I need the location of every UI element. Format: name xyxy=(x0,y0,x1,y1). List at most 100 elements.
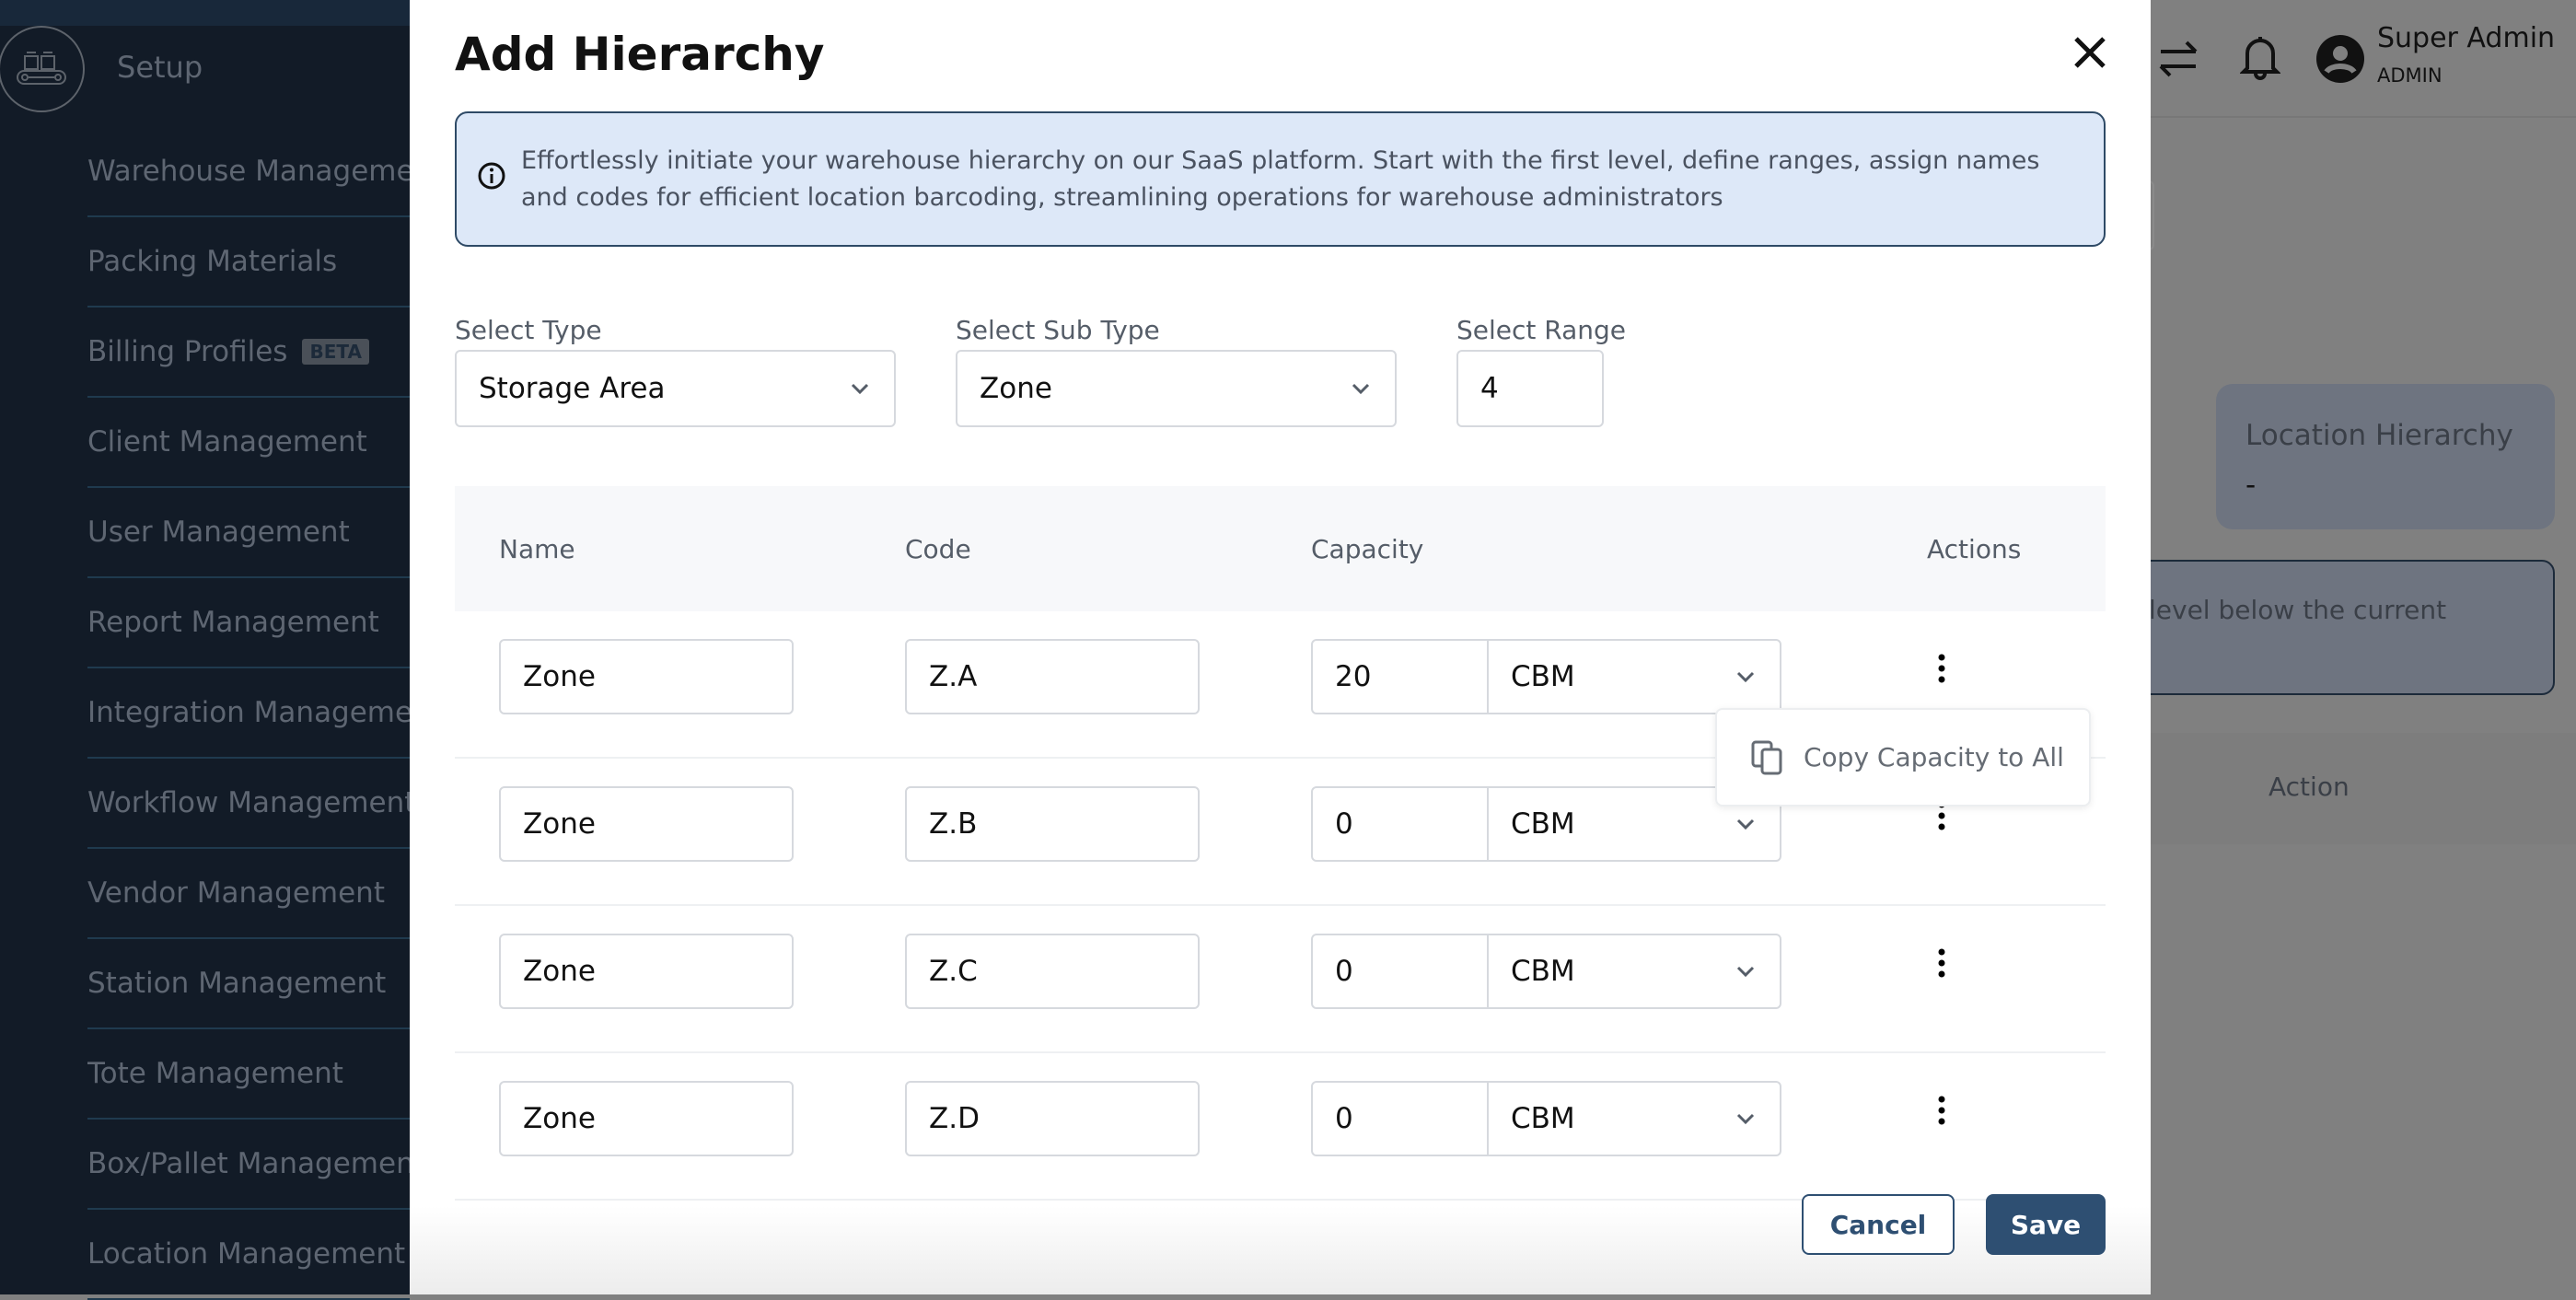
sidebar-item[interactable]: Packing Materials xyxy=(87,217,410,308)
conveyor-icon xyxy=(0,26,85,112)
sidebar-item[interactable]: Tote Management xyxy=(87,1029,410,1120)
sidebar-item[interactable]: Client Management xyxy=(87,398,410,488)
user-role: ADMIN xyxy=(2377,64,2443,87)
chevron-down-icon xyxy=(1352,383,1370,395)
add-hierarchy-modal: Add Hierarchy Effortlessly initiate your… xyxy=(410,0,2151,1294)
bell-icon[interactable] xyxy=(2240,33,2280,81)
sidebar-item-label: Workflow Management xyxy=(87,786,410,819)
unit-value: CBM xyxy=(1511,1102,1575,1135)
sidebar-item[interactable]: Location Management xyxy=(87,1210,410,1300)
header-capacity: Capacity xyxy=(1311,534,1424,564)
sidebar-item-label: Report Management xyxy=(87,606,379,639)
user-name[interactable]: Super Admin xyxy=(2377,22,2556,54)
header-code: Code xyxy=(905,534,971,564)
sidebar-item-label: Box/Pallet Management xyxy=(87,1147,410,1180)
swap-icon[interactable] xyxy=(2155,39,2201,79)
location-hierarchy-card: Location Hierarchy - xyxy=(2216,384,2555,529)
select-sub-type-label: Select Sub Type xyxy=(956,315,1160,345)
code-value: Z.C xyxy=(929,955,978,988)
sidebar: Setup Warehouse Management Packing Materi… xyxy=(0,0,410,1300)
select-type-value: Storage Area xyxy=(479,372,666,405)
sidebar-item[interactable]: User Management xyxy=(87,488,410,578)
background-action-header: Action xyxy=(2269,772,2350,802)
background-info-text: level below the current xyxy=(2149,595,2447,625)
chevron-down-icon xyxy=(1736,818,1755,830)
sidebar-item-label: Packing Materials xyxy=(87,245,338,278)
capacity-value: 0 xyxy=(1335,955,1353,988)
name-input[interactable]: Zone xyxy=(499,934,794,1009)
chevron-down-icon xyxy=(1736,1113,1755,1125)
sidebar-item-label: Vendor Management xyxy=(87,876,385,910)
header-name: Name xyxy=(499,534,575,564)
capacity-input[interactable]: 0 xyxy=(1311,786,1489,862)
unit-value: CBM xyxy=(1511,955,1575,988)
chevron-down-icon xyxy=(851,383,869,395)
sidebar-top-strip xyxy=(0,0,410,26)
close-icon[interactable] xyxy=(2067,29,2113,75)
capacity-input[interactable]: 20 xyxy=(1311,639,1489,714)
more-actions-icon[interactable] xyxy=(1932,652,1951,689)
sidebar-item-label: Station Management xyxy=(87,967,387,1000)
background-info-box: level below the current xyxy=(2118,560,2555,695)
select-type-label: Select Type xyxy=(455,315,602,345)
code-input[interactable]: Z.B xyxy=(905,786,1200,862)
chevron-down-icon xyxy=(1736,671,1755,683)
code-value: Z.B xyxy=(929,807,978,841)
capacity-input[interactable]: 0 xyxy=(1311,934,1489,1009)
actions-popup-menu: Copy Capacity to All xyxy=(1715,708,2091,807)
sidebar-item-label: User Management xyxy=(87,516,350,549)
code-input[interactable]: Z.D xyxy=(905,1081,1200,1156)
cancel-button[interactable]: Cancel xyxy=(1802,1194,1955,1255)
sidebar-item[interactable]: Station Management xyxy=(87,939,410,1029)
more-actions-icon[interactable] xyxy=(1932,946,1951,983)
capacity-value: 0 xyxy=(1335,807,1353,841)
chevron-down-icon xyxy=(1736,966,1755,978)
select-type-dropdown[interactable]: Storage Area xyxy=(455,350,896,427)
sidebar-item-label: Warehouse Management xyxy=(87,155,410,188)
sidebar-item[interactable]: Vendor Management xyxy=(87,849,410,939)
name-value: Zone xyxy=(523,955,596,988)
code-input[interactable]: Z.A xyxy=(905,639,1200,714)
more-actions-icon[interactable] xyxy=(1932,1094,1951,1131)
name-value: Zone xyxy=(523,807,596,841)
copy-icon xyxy=(1751,740,1782,774)
sidebar-item[interactable]: Integration Management xyxy=(87,668,410,759)
name-value: Zone xyxy=(523,1102,596,1135)
sidebar-item-label: Location Management xyxy=(87,1237,406,1271)
name-input[interactable]: Zone xyxy=(499,639,794,714)
sidebar-item-label: Client Management xyxy=(87,425,367,458)
background-table-header: Action xyxy=(2118,733,2576,844)
sidebar-item[interactable]: Box/Pallet Management xyxy=(87,1120,410,1210)
card-title: Location Hierarchy xyxy=(2245,419,2513,452)
sidebar-item[interactable]: Billing Profiles BETA xyxy=(87,308,410,398)
beta-badge: BETA xyxy=(302,339,369,365)
select-range-value: 4 xyxy=(1480,372,1499,405)
sidebar-item[interactable]: Warehouse Management xyxy=(87,127,410,217)
table-row: Zone Z.C 0 CBM xyxy=(455,906,2106,1053)
header-actions: Actions xyxy=(1927,534,2022,564)
name-input[interactable]: Zone xyxy=(499,786,794,862)
save-button[interactable]: Save xyxy=(1986,1194,2106,1255)
unit-dropdown[interactable]: CBM xyxy=(1487,934,1781,1009)
capacity-value: 20 xyxy=(1335,660,1372,693)
name-input[interactable]: Zone xyxy=(499,1081,794,1156)
sidebar-item[interactable]: Report Management xyxy=(87,578,410,668)
sidebar-section-title: Setup xyxy=(117,50,203,85)
select-sub-type-dropdown[interactable]: Zone xyxy=(956,350,1397,427)
select-range-input[interactable]: 4 xyxy=(1456,350,1604,427)
sidebar-item-label: Tote Management xyxy=(87,1057,343,1090)
unit-dropdown[interactable]: CBM xyxy=(1487,1081,1781,1156)
copy-capacity-to-all-item[interactable]: Copy Capacity to All xyxy=(1804,742,2064,772)
unit-dropdown[interactable]: CBM xyxy=(1487,639,1781,714)
user-avatar-icon[interactable] xyxy=(2316,35,2364,83)
code-input[interactable]: Z.C xyxy=(905,934,1200,1009)
unit-dropdown[interactable]: CBM xyxy=(1487,786,1781,862)
table-header: Name Code Capacity Actions xyxy=(455,486,2106,611)
capacity-input[interactable]: 0 xyxy=(1311,1081,1489,1156)
sidebar-item-label: Integration Management xyxy=(87,696,410,729)
sidebar-item[interactable]: Workflow Management xyxy=(87,759,410,849)
info-banner: Effortlessly initiate your warehouse hie… xyxy=(455,111,2106,247)
select-range-label: Select Range xyxy=(1456,315,1627,345)
unit-value: CBM xyxy=(1511,807,1575,841)
code-value: Z.D xyxy=(929,1102,980,1135)
